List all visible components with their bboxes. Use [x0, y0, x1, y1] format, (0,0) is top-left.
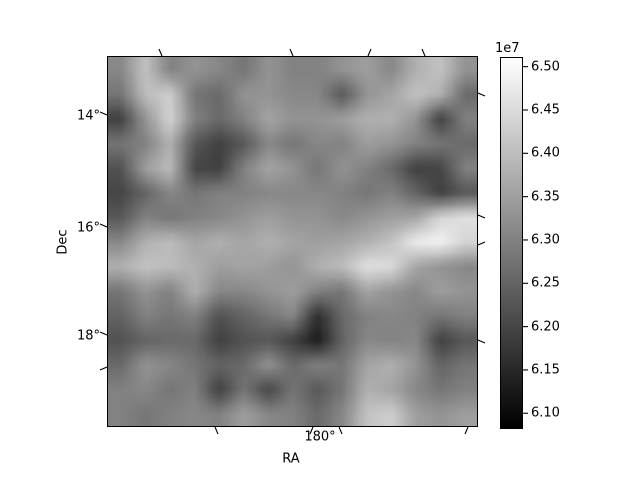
left-edge-tick [99, 111, 108, 116]
colorbar-tick-label: 6.25 [531, 275, 560, 291]
plot-area [107, 56, 478, 427]
right-edge-tick [477, 241, 486, 246]
top-edge-tick [289, 48, 294, 57]
colorbar-tick-label: 6.15 [531, 362, 560, 378]
left-edge-tick [99, 331, 108, 336]
colorbar-tick-label: 6.30 [531, 232, 560, 248]
left-edge-tick [99, 223, 108, 228]
right-edge-tick [477, 214, 486, 219]
y-tick-label: 14° [76, 108, 100, 124]
left-edge-tick [99, 366, 108, 371]
y-axis-label: Dec [55, 229, 71, 255]
top-edge-tick [421, 48, 426, 57]
bottom-edge-tick [214, 426, 219, 435]
colorbar-tick-label: 6.10 [531, 405, 560, 421]
colorbar-tick-label: 6.40 [531, 145, 560, 161]
top-edge-tick [367, 48, 372, 57]
x-tick-label: 180° [304, 429, 336, 445]
y-tick-label: 18° [76, 328, 100, 344]
colorbar-tick-label: 6.35 [531, 189, 560, 205]
bottom-edge-tick [464, 426, 469, 435]
right-edge-tick [477, 339, 486, 344]
heatmap-image [108, 57, 477, 426]
right-edge-tick [477, 92, 486, 97]
colorbar-scale-label: 1e7 [495, 41, 520, 56]
bottom-edge-tick [338, 426, 343, 435]
colorbar [500, 57, 523, 429]
colorbar-tick-label: 6.50 [531, 59, 560, 75]
x-axis-label: RA [282, 451, 300, 467]
colorbar-gradient [501, 58, 522, 428]
colorbar-tick-label: 6.45 [531, 102, 560, 118]
colorbar-tick-label: 6.20 [531, 319, 560, 335]
top-edge-tick [158, 48, 163, 57]
y-tick-label: 16° [76, 220, 100, 236]
